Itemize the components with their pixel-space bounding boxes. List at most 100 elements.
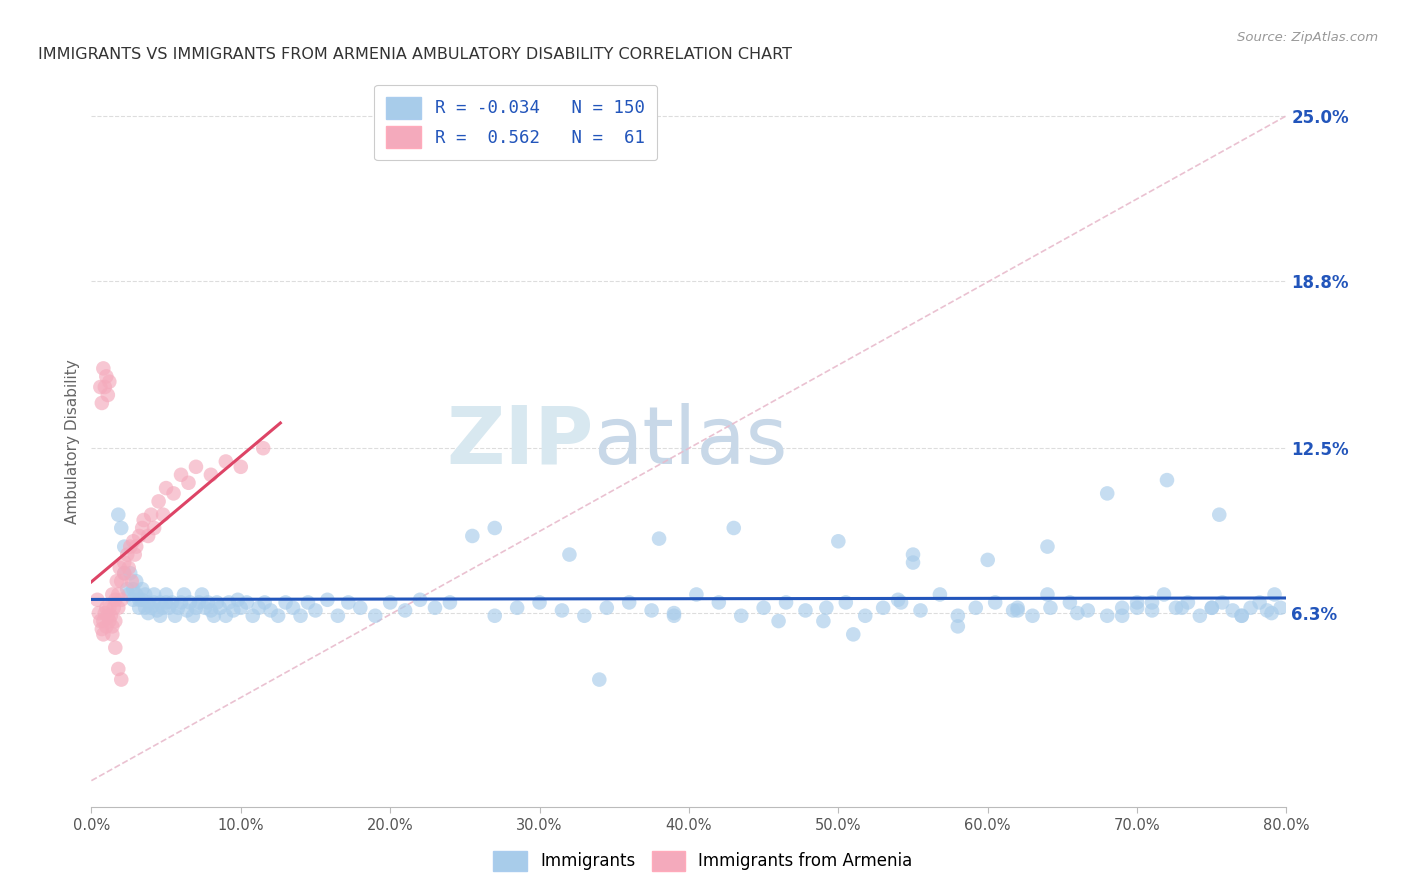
Point	[1066, 606, 1088, 620]
Point	[1256, 603, 1278, 617]
Point	[730, 608, 752, 623]
Point	[200, 467, 222, 482]
Point	[191, 587, 214, 601]
Point	[707, 595, 730, 609]
Point	[1039, 600, 1062, 615]
Point	[101, 587, 124, 601]
Point	[1036, 587, 1059, 601]
Point	[648, 532, 671, 546]
Point	[93, 614, 115, 628]
Point	[160, 595, 183, 609]
Point	[1140, 603, 1163, 617]
Point	[120, 540, 142, 554]
Point	[205, 595, 228, 609]
Point	[853, 608, 876, 623]
Point	[110, 592, 132, 607]
Point	[423, 600, 446, 615]
Point	[89, 614, 111, 628]
Point	[910, 603, 932, 617]
Point	[115, 548, 138, 562]
Point	[94, 380, 117, 394]
Point	[461, 529, 484, 543]
Point	[96, 369, 118, 384]
Point	[394, 603, 416, 617]
Point	[125, 574, 148, 589]
Point	[90, 396, 112, 410]
Point	[484, 521, 506, 535]
Point	[574, 608, 596, 623]
Point	[439, 595, 461, 609]
Point	[1208, 508, 1230, 522]
Point	[928, 587, 950, 601]
Legend: R = -0.034   N = 150, R =  0.562   N =  61: R = -0.034 N = 150, R = 0.562 N = 61	[374, 85, 657, 161]
Point	[662, 608, 685, 623]
Point	[1211, 595, 1233, 609]
Point	[100, 608, 122, 623]
Point	[1111, 608, 1133, 623]
Point	[112, 556, 135, 570]
Point	[218, 595, 240, 609]
Point	[794, 603, 817, 617]
Point	[946, 608, 969, 623]
Point	[835, 595, 858, 609]
Point	[112, 540, 135, 554]
Point	[87, 606, 110, 620]
Point	[177, 475, 200, 490]
Point	[188, 595, 211, 609]
Point	[1264, 587, 1286, 601]
Point	[107, 587, 129, 601]
Point	[984, 595, 1007, 609]
Point	[122, 592, 145, 607]
Point	[134, 600, 156, 615]
Point	[1036, 540, 1059, 554]
Point	[101, 627, 124, 641]
Point	[529, 595, 551, 609]
Point	[155, 481, 177, 495]
Point	[143, 587, 166, 601]
Point	[1059, 595, 1081, 609]
Point	[685, 587, 707, 601]
Point	[1077, 603, 1099, 617]
Point	[163, 608, 186, 623]
Point	[1097, 486, 1119, 500]
Point	[108, 561, 131, 575]
Point	[1007, 600, 1029, 615]
Point	[157, 600, 180, 615]
Point	[1097, 608, 1119, 623]
Point	[107, 600, 129, 615]
Point	[1126, 600, 1149, 615]
Point	[148, 494, 170, 508]
Point	[1222, 603, 1244, 617]
Point	[1171, 600, 1194, 615]
Point	[90, 622, 112, 636]
Point	[97, 608, 120, 623]
Point	[242, 608, 264, 623]
Point	[110, 673, 132, 687]
Point	[259, 603, 281, 617]
Text: atlas: atlas	[593, 402, 787, 481]
Point	[409, 592, 432, 607]
Point	[364, 608, 387, 623]
Point	[104, 614, 127, 628]
Point	[143, 521, 166, 535]
Point	[1230, 608, 1253, 623]
Point	[215, 454, 238, 468]
Text: IMMIGRANTS VS IMMIGRANTS FROM ARMENIA AMBULATORY DISABILITY CORRELATION CHART: IMMIGRANTS VS IMMIGRANTS FROM ARMENIA AM…	[38, 47, 792, 62]
Point	[1177, 595, 1199, 609]
Point	[176, 603, 198, 617]
Point	[149, 595, 172, 609]
Point	[118, 561, 141, 575]
Point	[1249, 595, 1271, 609]
Point	[184, 600, 207, 615]
Point	[155, 595, 177, 609]
Point	[141, 508, 163, 522]
Point	[124, 548, 146, 562]
Point	[215, 608, 238, 623]
Point	[98, 614, 121, 628]
Point	[506, 600, 529, 615]
Point	[208, 600, 231, 615]
Point	[229, 459, 252, 474]
Point	[229, 600, 252, 615]
Point	[247, 600, 270, 615]
Legend: Immigrants, Immigrants from Armenia: Immigrants, Immigrants from Armenia	[485, 842, 921, 880]
